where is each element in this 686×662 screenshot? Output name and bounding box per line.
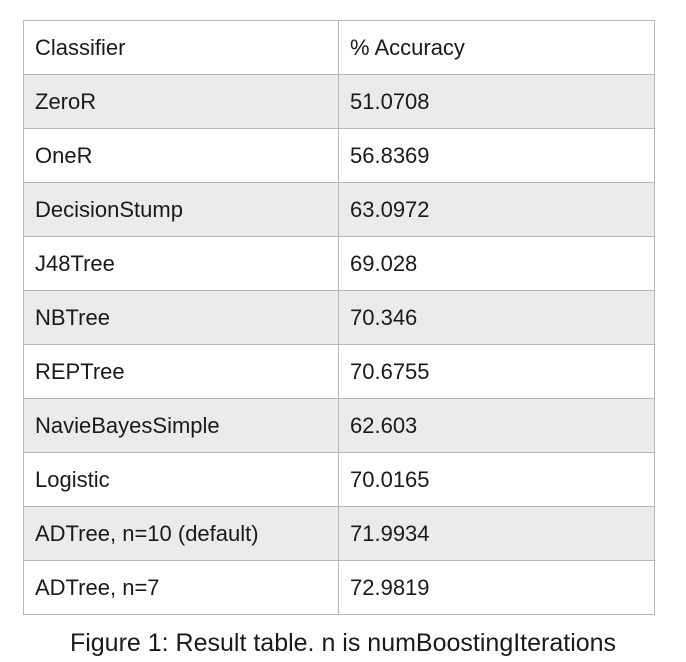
classifier-cell: ADTree, n=10 (default) [23, 506, 339, 561]
classifier-cell: OneR [23, 128, 339, 183]
accuracy-cell: 51.0708 [338, 74, 655, 129]
header-classifier: Classifier [23, 20, 339, 75]
classifier-cell: NBTree [23, 290, 339, 345]
classifier-cell: DecisionStump [23, 182, 339, 237]
classifier-cell: REPTree [23, 344, 339, 399]
accuracy-cell: 71.9934 [338, 506, 655, 561]
classifier-cell: J48Tree [23, 236, 339, 291]
classifier-cell: NavieBayesSimple [23, 398, 339, 453]
table-row: DecisionStump 63.0972 [23, 182, 655, 237]
table-row: NavieBayesSimple 62.603 [23, 398, 655, 453]
table-row: J48Tree 69.028 [23, 236, 655, 291]
results-table-body: Classifier % Accuracy ZeroR 51.0708 OneR 56… [23, 20, 655, 615]
table-row: OneR 56.8369 [23, 128, 655, 183]
accuracy-cell: 69.028 [338, 236, 655, 291]
results-table: Classifier % Accuracy ZeroR 51.0708 OneR 56… [23, 20, 655, 615]
table-row: ADTree, n=7 72.9819 [23, 560, 655, 615]
accuracy-cell: 63.0972 [338, 182, 655, 237]
accuracy-cell: 62.603 [338, 398, 655, 453]
classifier-cell: ADTree, n=7 [23, 560, 339, 615]
classifier-cell: ZeroR [23, 74, 339, 129]
accuracy-cell: 72.9819 [338, 560, 655, 615]
table-row: REPTree 70.6755 [23, 344, 655, 399]
accuracy-cell: 70.6755 [338, 344, 655, 399]
accuracy-cell: 70.0165 [338, 452, 655, 507]
table-header-row: Classifier % Accuracy [23, 20, 655, 75]
table-row: ZeroR 51.0708 [23, 74, 655, 129]
table-row: Logistic 70.0165 [23, 452, 655, 507]
table-row: ADTree, n=10 (default) 71.9934 [23, 506, 655, 561]
figure-caption: Figure 1: Result table. n is numBoosting… [69, 629, 617, 657]
table-row: NBTree 70.346 [23, 290, 655, 345]
header-accuracy: % Accuracy [338, 20, 655, 75]
accuracy-cell: 70.346 [338, 290, 655, 345]
classifier-cell: Logistic [23, 452, 339, 507]
accuracy-cell: 56.8369 [338, 128, 655, 183]
